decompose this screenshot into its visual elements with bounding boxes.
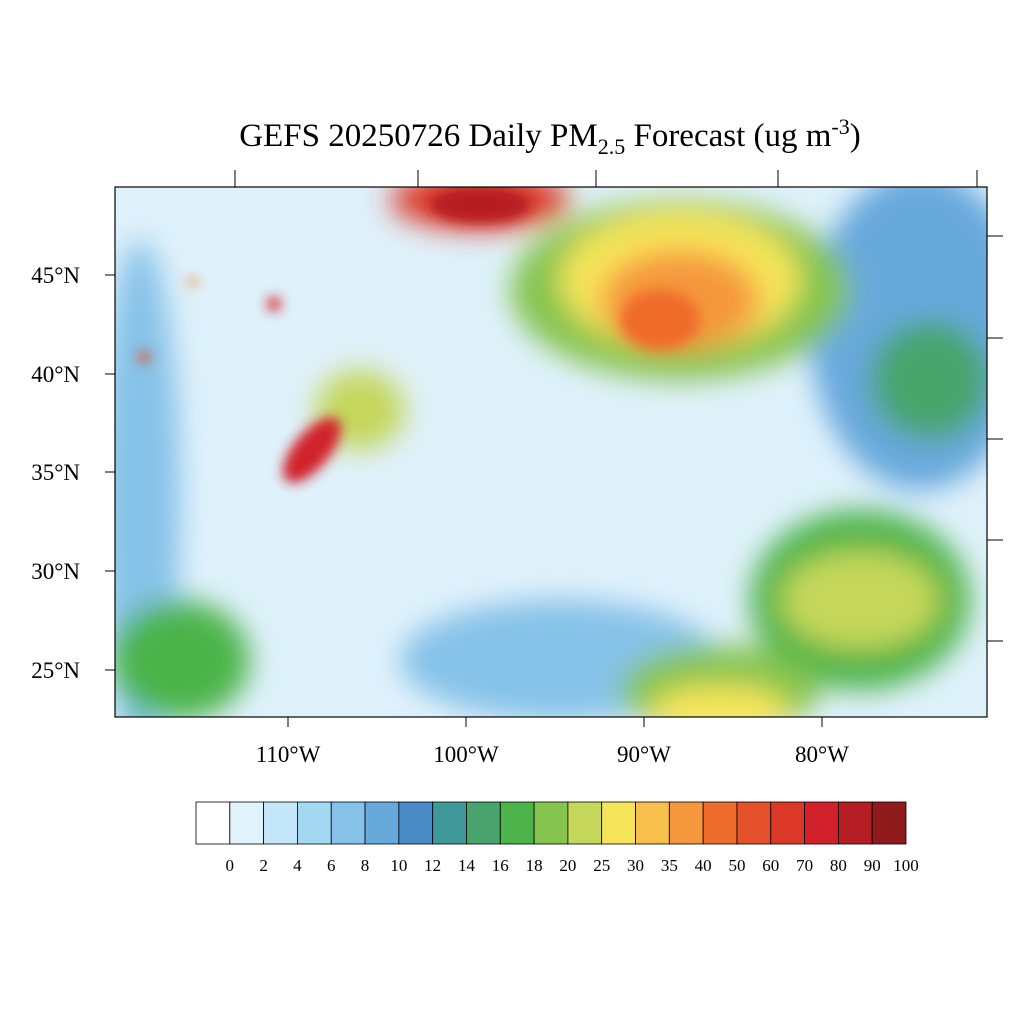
colorbar-box	[432, 801, 467, 845]
colorbar-box	[364, 801, 400, 845]
oregon-fire	[188, 277, 198, 287]
colorbar-box	[736, 801, 772, 845]
colorbar-label: 100	[893, 856, 919, 875]
lat-label: 40°N	[31, 362, 80, 387]
colorbar-box	[770, 801, 805, 845]
idaho-fire	[267, 297, 281, 311]
colorbar-box	[567, 801, 603, 845]
colorbar-box	[871, 801, 907, 845]
atlantic-south-yellow	[780, 550, 940, 650]
axes: 45°N 40°N 35°N 30°N 25°N 110°W 100°W 90°W 80°W	[31, 170, 1003, 767]
title-superscript: -3	[831, 114, 849, 139]
colorbar-box	[837, 801, 873, 845]
colorbar-box	[601, 801, 636, 845]
lon-label: 100°W	[433, 742, 499, 767]
colorbar-box	[263, 801, 298, 845]
colorbar-box	[398, 801, 434, 845]
title: GEFS 20250726 Daily PM2.5 Forecast (ug m…	[239, 114, 861, 159]
map-field	[115, 187, 987, 717]
california-fire	[138, 351, 150, 363]
great-lakes-red	[620, 290, 700, 350]
colorbar: 0 2 4 6 8 10 12 14 16 18 20 25 30 35 40 50 60 70 80 90 100	[195, 801, 919, 875]
title-rest: Forecast (ug m	[625, 118, 832, 154]
atlantic-green	[870, 320, 987, 440]
colorbar-box	[297, 801, 332, 845]
colorbar-label: 18	[526, 856, 543, 875]
colorbar-label: 70	[796, 856, 813, 875]
lat-label: 30°N	[31, 559, 80, 584]
colorbar-box	[533, 801, 569, 845]
colorbar-label: 6	[327, 856, 336, 875]
colorbar-label: 0	[226, 856, 235, 875]
north-dark-red	[430, 187, 530, 223]
colorbar-label: 20	[559, 856, 576, 875]
colorbar-box	[804, 801, 839, 845]
colorbar-label: 25	[593, 856, 610, 875]
colorbar-label: 40	[695, 856, 712, 875]
colorbar-label: 35	[661, 856, 678, 875]
colorbar-label: 30	[627, 856, 644, 875]
colorbar-label: 12	[424, 856, 441, 875]
title-subscript: 2.5	[598, 134, 626, 159]
lat-label: 45°N	[31, 263, 80, 288]
colorbar-box	[466, 801, 501, 845]
colorbar-label: 16	[492, 856, 509, 875]
colorbar-label: 10	[390, 856, 407, 875]
colorbar-label: 90	[864, 856, 881, 875]
pacific-field	[115, 240, 180, 717]
colorbar-label: 14	[458, 856, 476, 875]
colorbar-label: 50	[728, 856, 745, 875]
colorbar-box	[229, 801, 265, 845]
pacific-green	[115, 600, 250, 717]
lat-label: 35°N	[31, 460, 80, 485]
utah-fire	[282, 417, 342, 483]
colorbar-label: 80	[830, 856, 847, 875]
lat-label: 25°N	[31, 658, 80, 683]
colorbar-box	[195, 801, 231, 845]
lon-label: 80°W	[795, 742, 849, 767]
colorbar-label: 60	[762, 856, 779, 875]
lon-label: 110°W	[256, 742, 321, 767]
colorbar-label: 8	[361, 856, 370, 875]
colorbar-label: 4	[293, 856, 302, 875]
gulf-yellow	[650, 685, 790, 717]
colorbar-box	[330, 801, 366, 845]
title-main: GEFS 20250726 Daily PM	[239, 118, 597, 154]
title-close: )	[850, 118, 861, 154]
colorbar-box	[668, 801, 704, 845]
colorbar-box	[499, 801, 535, 845]
colorbar-label: 2	[259, 856, 268, 875]
colorbar-box	[635, 801, 670, 845]
map-frame	[114, 186, 988, 718]
colorbar-box	[702, 801, 738, 845]
lon-label: 90°W	[617, 742, 671, 767]
